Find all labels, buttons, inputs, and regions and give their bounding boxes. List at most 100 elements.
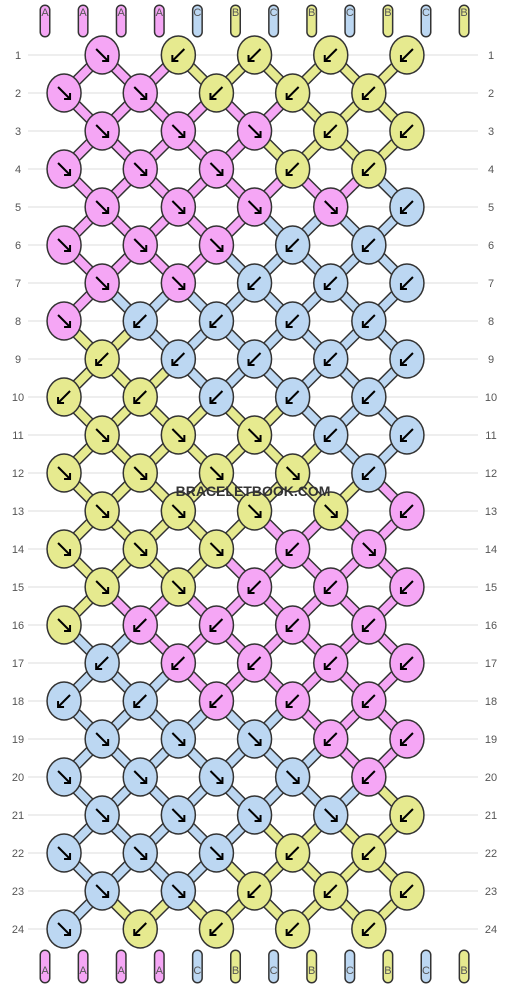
arrow-head-icon <box>361 701 369 708</box>
row-number-left: 24 <box>12 924 24 936</box>
down-left-icon <box>209 694 224 708</box>
down-left-icon <box>247 580 262 594</box>
down-left-icon <box>324 656 338 670</box>
arrow-head-icon <box>209 397 217 404</box>
arrow-head-icon <box>64 777 72 784</box>
arrow-head-icon <box>361 397 369 404</box>
down-left-icon <box>209 922 224 936</box>
arrow-head-icon <box>102 511 110 518</box>
down-right-icon <box>95 732 109 746</box>
down-right-icon <box>209 542 224 556</box>
down-right-icon <box>57 86 71 100</box>
arrow-head-icon <box>323 131 331 138</box>
down-left-icon <box>362 846 376 860</box>
row-number-right: 24 <box>485 924 497 936</box>
arrow-head-icon <box>133 701 141 708</box>
arrow-head-icon <box>330 815 338 822</box>
down-right-icon <box>362 542 376 556</box>
arrow-head-icon <box>285 701 293 708</box>
arrow-head-icon <box>285 169 293 176</box>
arrow-head-icon <box>57 701 65 708</box>
down-left-icon <box>247 276 262 290</box>
row-number-left: 16 <box>12 620 24 632</box>
down-left-icon <box>133 314 147 328</box>
down-left-icon <box>362 694 376 708</box>
string-label-top: B <box>384 7 391 19</box>
down-right-icon <box>209 162 224 176</box>
down-left-icon <box>362 922 376 936</box>
string-label-bottom: B <box>384 965 391 977</box>
down-left-icon <box>95 656 109 670</box>
down-right-icon <box>133 162 147 176</box>
down-left-icon <box>362 390 376 404</box>
down-left-icon <box>400 276 414 290</box>
down-left-icon <box>133 390 147 404</box>
row-number-left: 12 <box>12 468 24 480</box>
arrow-head-icon <box>178 283 186 290</box>
arrow-head-icon <box>64 625 72 632</box>
down-right-icon <box>57 466 71 480</box>
down-left-icon <box>324 732 338 746</box>
down-left-icon <box>324 580 338 594</box>
arrow-head-icon <box>64 169 72 176</box>
row-number-left: 8 <box>15 316 21 328</box>
string-label-top: B <box>308 7 315 19</box>
down-right-icon <box>133 770 147 784</box>
string-label-bottom: A <box>79 965 87 977</box>
down-right-icon <box>247 428 262 442</box>
down-right-icon <box>57 314 71 328</box>
watermark: BRACELETBOOK.COM <box>176 483 331 499</box>
arrow-head-icon <box>285 93 293 100</box>
arrow-head-icon <box>323 663 331 670</box>
row-number-right: 10 <box>485 392 497 404</box>
down-left-icon <box>209 314 224 328</box>
arrow-head-icon <box>323 891 331 898</box>
arrow-head-icon <box>399 359 407 366</box>
down-right-icon <box>57 618 71 632</box>
arrow-head-icon <box>399 891 407 898</box>
arrow-head-icon <box>133 625 141 632</box>
down-left-icon <box>209 618 224 632</box>
row-number-right: 19 <box>485 734 497 746</box>
down-right-icon <box>285 770 300 784</box>
arrow-head-icon <box>140 169 148 176</box>
row-number-right: 18 <box>485 696 497 708</box>
down-left-icon <box>400 580 414 594</box>
arrow-head-icon <box>399 739 407 746</box>
down-left-icon <box>95 352 109 366</box>
down-right-icon <box>95 428 109 442</box>
down-left-icon <box>285 314 300 328</box>
arrow-head-icon <box>330 511 338 518</box>
arrow-head-icon <box>254 511 262 518</box>
arrow-head-icon <box>285 397 293 404</box>
arrow-head-icon <box>102 435 110 442</box>
row-number-left: 4 <box>15 164 21 176</box>
arrow-head-icon <box>178 587 186 594</box>
down-right-icon <box>247 200 262 214</box>
down-left-icon <box>324 124 338 138</box>
arrow-head-icon <box>64 549 72 556</box>
arrow-head-icon <box>140 777 148 784</box>
down-right-icon <box>324 504 338 518</box>
down-right-icon <box>133 238 147 252</box>
down-right-icon <box>95 808 109 822</box>
string-label-bottom: C <box>422 965 430 977</box>
row-number-left: 19 <box>12 734 24 746</box>
down-left-icon <box>285 618 300 632</box>
down-left-icon <box>324 884 338 898</box>
row-number-right: 13 <box>485 506 497 518</box>
row-number-right: 15 <box>485 582 497 594</box>
down-left-icon <box>247 656 262 670</box>
down-right-icon <box>57 162 71 176</box>
row-number-right: 1 <box>488 50 494 62</box>
arrow-head-icon <box>178 207 186 214</box>
arrow-head-icon <box>102 739 110 746</box>
row-number-left: 13 <box>12 506 24 518</box>
down-right-icon <box>95 48 109 62</box>
down-left-icon <box>400 808 414 822</box>
arrow-head-icon <box>323 359 331 366</box>
arrow-head-icon <box>361 169 369 176</box>
down-left-icon <box>209 390 224 404</box>
